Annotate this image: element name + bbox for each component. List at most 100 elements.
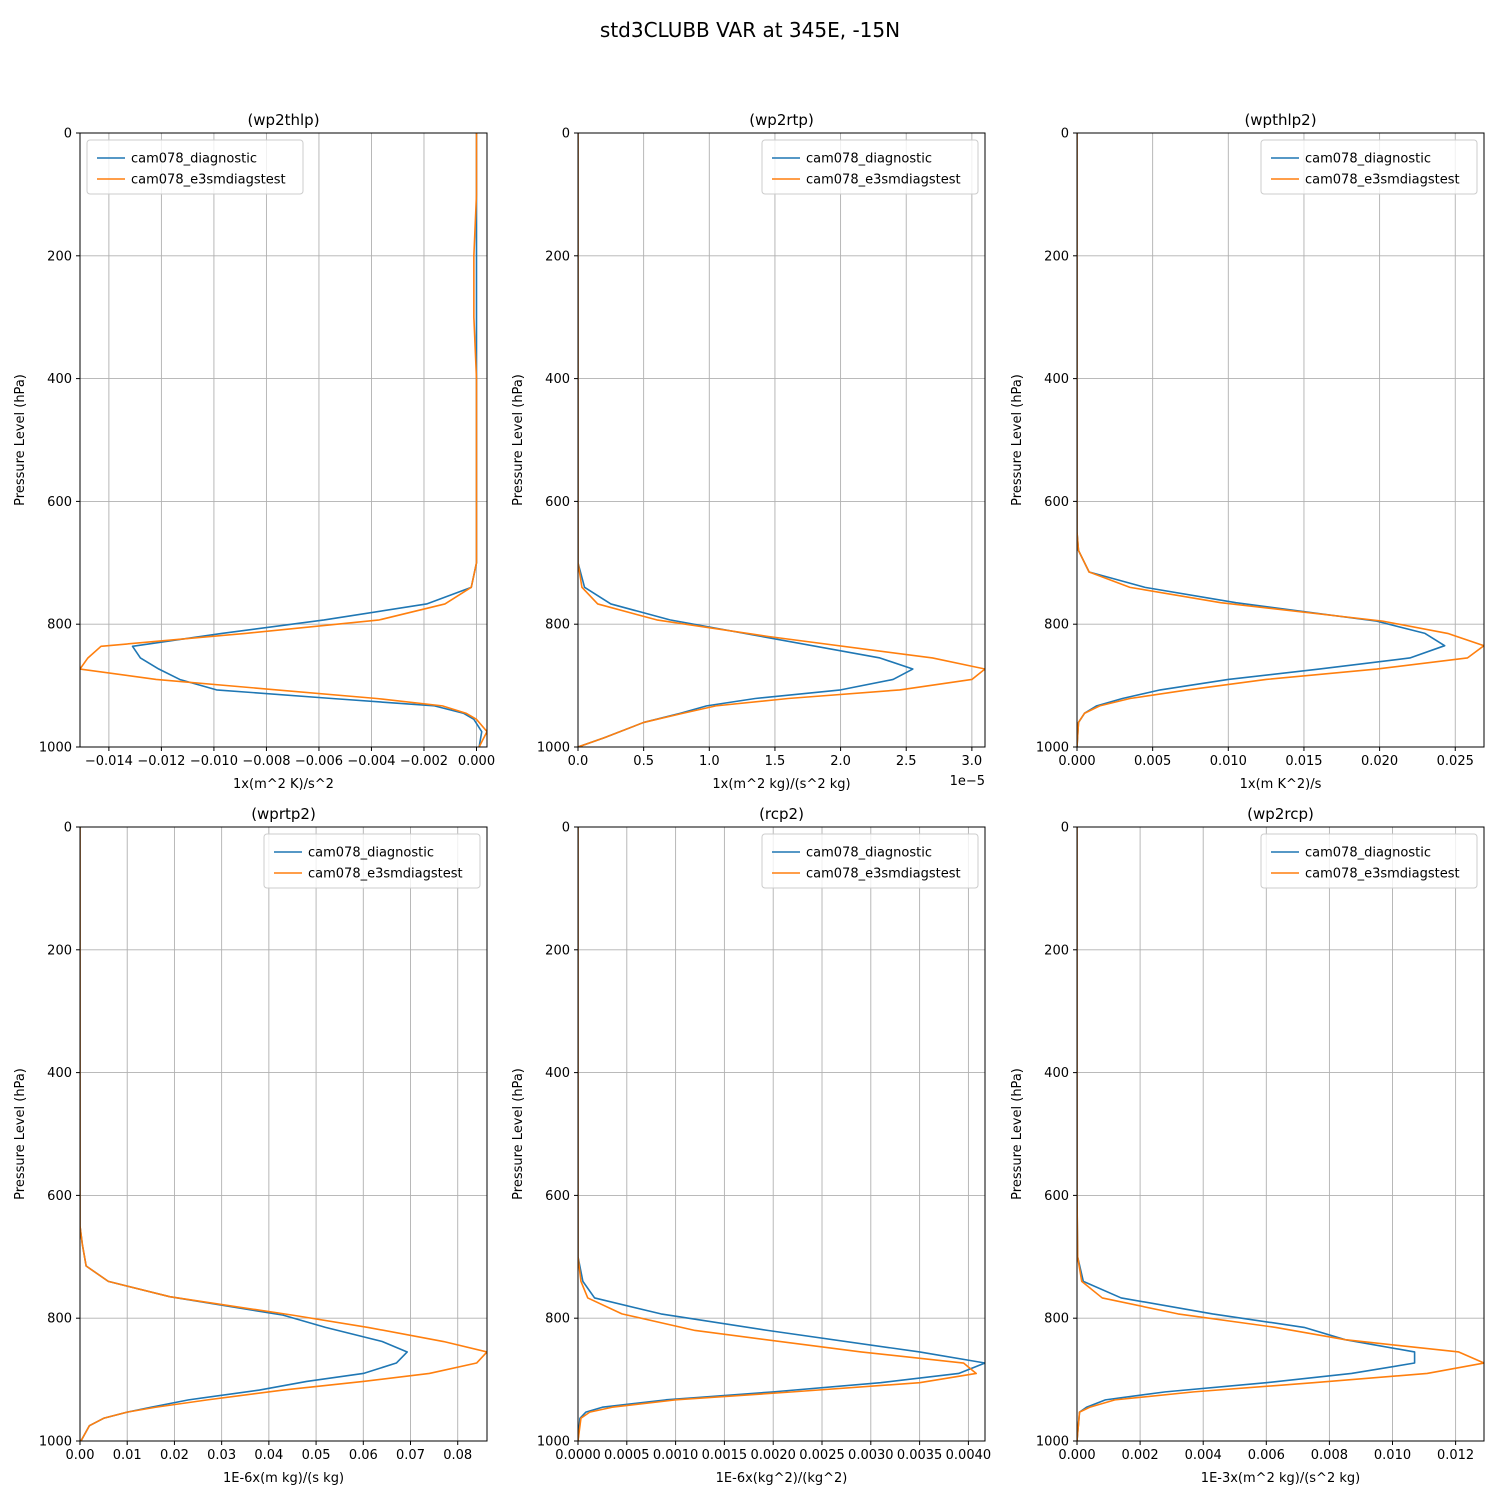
- series-line: [80, 827, 487, 1441]
- x-tick-label: 2.0: [830, 754, 851, 769]
- legend: cam078_diagnostic cam078_e3smdiagstest: [1260, 833, 1478, 889]
- y-tick-label: 800: [1044, 1312, 1069, 1327]
- x-tick-label: −0.004: [347, 754, 395, 769]
- y-tick-label: 600: [1044, 495, 1069, 510]
- x-tick-label: 0.0: [568, 754, 589, 769]
- y-tick-label: 800: [545, 1312, 570, 1327]
- y-tick-label: 1000: [39, 1435, 72, 1450]
- y-tick-label: 200: [47, 943, 72, 958]
- x-tick-label: 0.012: [1437, 1448, 1474, 1463]
- y-tick-label: 600: [1044, 1189, 1069, 1204]
- subplot-title: (wp2rtp): [749, 111, 814, 129]
- legend: cam078_diagnostic cam078_e3smdiagstest: [1260, 139, 1478, 195]
- x-tick-label: 0.04: [254, 1448, 283, 1463]
- legend-entry-label: cam078_e3smdiagstest: [131, 173, 286, 188]
- x-tick-label: 0.0005: [604, 1448, 650, 1463]
- x-tick-label: 1.5: [765, 754, 786, 769]
- y-tick-label: 400: [47, 372, 72, 387]
- y-tick-label: 600: [47, 1189, 72, 1204]
- subplot-title: (rcp2): [759, 805, 804, 823]
- subplot-panel: −0.014 −0.012 −0.010 −0.008 −0.006 −0.004 −0.0…: [13, 111, 495, 792]
- y-tick-label: 0: [1061, 821, 1069, 836]
- x-tick-label: 0.005: [1134, 754, 1171, 769]
- legend: cam078_diagnostic cam078_e3smdiagstest: [263, 833, 481, 889]
- legend-entry-label: cam078_diagnostic: [806, 152, 932, 167]
- legend-box: [263, 833, 481, 889]
- x-tick-label: −0.014: [85, 754, 133, 769]
- x-tick-label: 0.025: [1437, 754, 1474, 769]
- legend-entry-label: cam078_e3smdiagstest: [806, 867, 961, 882]
- y-tick-label: 800: [47, 1312, 72, 1327]
- y-tick-label: 600: [47, 495, 72, 510]
- x-axis-label: 1x(m^2 kg)/(s^2 kg): [712, 777, 850, 792]
- series-line: [578, 827, 985, 1441]
- y-tick-label: 200: [545, 943, 570, 958]
- subplot-panel: 0.0000 0.0005 0.0010 0.0015 0.0020 0.0025 0.00…: [511, 805, 991, 1486]
- y-tick-label: 0: [64, 127, 72, 142]
- legend-entry-label: cam078_diagnostic: [806, 846, 932, 861]
- plot-area: [578, 827, 985, 1441]
- x-tick-label: 0.07: [396, 1448, 425, 1463]
- x-tick-label: 0.002: [1121, 1448, 1158, 1463]
- x-tick-label: −0.010: [190, 754, 238, 769]
- subplot-panel: 0.00 0.01 0.02 0.03 0.04 0.05 0.06 0.07 0.08 0 200…: [13, 805, 488, 1486]
- figure-title: std3CLUBB VAR at 345E, -15N: [600, 18, 900, 42]
- y-tick-label: 0: [64, 821, 72, 836]
- x-tick-label: −0.002: [400, 754, 448, 769]
- x-tick-label: 0.03: [207, 1448, 236, 1463]
- x-tick-label: 0.000: [1058, 1448, 1095, 1463]
- y-tick-label: 0: [1061, 127, 1069, 142]
- x-tick-label: −0.008: [242, 754, 290, 769]
- x-tick-label: 0.010: [1374, 1448, 1411, 1463]
- subplot-panel: 0.000 0.002 0.004 0.006 0.008 0.010 0.012 0 200 4…: [1010, 805, 1485, 1486]
- x-tick-label: −0.006: [295, 754, 343, 769]
- series-group: [1077, 827, 1484, 1441]
- y-tick-label: 400: [47, 1066, 72, 1081]
- series-group: [1077, 133, 1484, 747]
- y-tick-label: 1000: [537, 1435, 570, 1450]
- axes-frame: [1076, 132, 1485, 748]
- legend-box: [1260, 139, 1478, 195]
- y-tick-label: 1000: [1036, 1435, 1069, 1450]
- x-tick-label: 0.006: [1248, 1448, 1285, 1463]
- x-tick-label: 0.0020: [750, 1448, 796, 1463]
- y-tick-label: 200: [1044, 943, 1069, 958]
- legend-entry-label: cam078_e3smdiagstest: [1305, 867, 1460, 882]
- legend-box: [86, 139, 304, 195]
- x-axis-label: 1E-6x(kg^2)/(kg^2): [716, 1471, 848, 1486]
- series-line: [1077, 827, 1484, 1441]
- x-tick-label: 2.5: [896, 754, 917, 769]
- y-tick-label: 200: [545, 249, 570, 264]
- x-tick-label: 0.0010: [653, 1448, 699, 1463]
- series-line: [1077, 827, 1416, 1441]
- legend-entry-label: cam078_diagnostic: [1305, 846, 1431, 861]
- y-tick-label: 400: [545, 1066, 570, 1081]
- x-axis-label: 1x(m^2 K)/s^2: [233, 777, 334, 792]
- y-tick-label: 0: [562, 127, 570, 142]
- x-tick-label: 0.0000: [555, 1448, 601, 1463]
- x-tick-label: −0.012: [137, 754, 185, 769]
- legend-entry-label: cam078_e3smdiagstest: [1305, 173, 1460, 188]
- legend-box: [761, 833, 979, 889]
- x-axis-label: 1E-6x(m kg)/(s kg): [223, 1471, 344, 1486]
- series-line: [80, 827, 409, 1441]
- series-line: [131, 133, 483, 747]
- legend: cam078_diagnostic cam078_e3smdiagstest: [761, 139, 979, 195]
- y-axis-label: Pressure Level (hPa): [13, 1068, 28, 1200]
- y-tick-label: 800: [47, 618, 72, 633]
- legend-box: [1260, 833, 1478, 889]
- x-axis-label: 1E-3x(m^2 kg)/(s^2 kg): [1201, 1471, 1360, 1486]
- x-tick-label: 0.05: [302, 1448, 331, 1463]
- y-tick-label: 800: [1044, 618, 1069, 633]
- x-tick-label: 0.000: [1058, 754, 1095, 769]
- x-tick-label: 0.010: [1210, 754, 1247, 769]
- y-tick-label: 1000: [39, 741, 72, 756]
- x-tick-label: 0.00: [66, 1448, 95, 1463]
- x-tick-label: 0.5: [633, 754, 654, 769]
- axes-frame: [577, 826, 986, 1442]
- axes-frame: [577, 132, 986, 748]
- y-axis-label: Pressure Level (hPa): [13, 374, 28, 506]
- y-tick-label: 200: [1044, 249, 1069, 264]
- y-axis-label: Pressure Level (hPa): [511, 1068, 526, 1200]
- legend-entry-label: cam078_e3smdiagstest: [806, 173, 961, 188]
